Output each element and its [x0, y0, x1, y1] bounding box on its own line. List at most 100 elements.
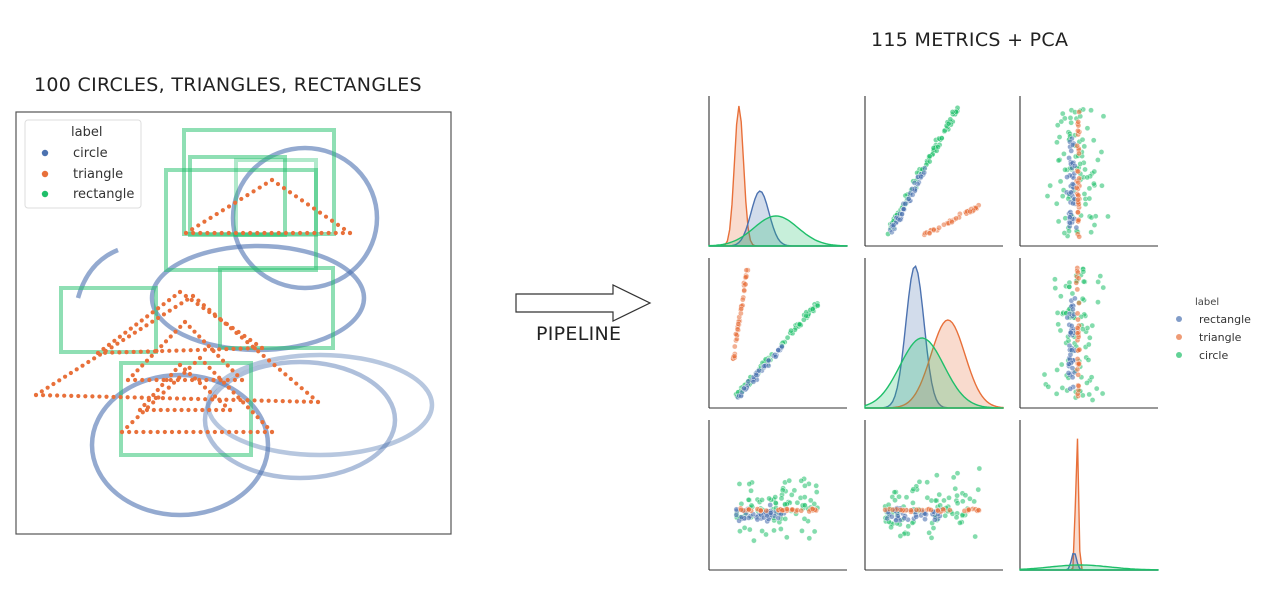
rectangle-point: [738, 514, 745, 521]
circle-point: [1093, 385, 1100, 392]
triangle-dot: [177, 429, 182, 435]
triangle-dot: [203, 397, 208, 402]
circle-point: [786, 477, 793, 484]
triangle-dot: [191, 429, 196, 435]
rectangle-point: [745, 515, 752, 521]
triangle-dot: [225, 363, 230, 368]
circle-point: [1052, 285, 1059, 291]
rectangle-point: [918, 173, 924, 180]
triangle-dot: [181, 396, 187, 401]
circle-point: [959, 498, 966, 505]
circle-point: [811, 501, 818, 507]
triangle-dot: [172, 407, 177, 413]
triangle-dot: [254, 341, 259, 347]
triangle-dot: [265, 424, 270, 430]
circle-point: [746, 481, 753, 487]
legend-triangle-marker: [1176, 334, 1182, 340]
rectangle-point: [900, 206, 907, 212]
triangle-dot: [218, 377, 223, 383]
triangle-point: [967, 208, 973, 215]
triangle-dot: [205, 429, 210, 435]
triangle-point: [763, 507, 770, 514]
circle-point: [1089, 322, 1096, 329]
triangle-dot: [211, 377, 216, 383]
triangle-dot: [163, 339, 169, 344]
circle-point: [772, 500, 779, 506]
triangle-dot: [301, 399, 306, 404]
triangle-dot: [134, 322, 139, 327]
circle-point: [1084, 174, 1091, 181]
triangle-dot: [197, 355, 203, 361]
triangle-dot: [57, 378, 62, 383]
rectangle-point: [756, 367, 763, 374]
triangle-dot: [80, 363, 85, 368]
circle-point: [903, 494, 910, 501]
rectangle-point: [1068, 189, 1074, 196]
triangle-dot: [48, 393, 53, 398]
triangle-dot: [248, 230, 253, 236]
circle-point: [1044, 193, 1051, 199]
triangle-dot: [151, 407, 156, 413]
triangle-dot: [33, 392, 39, 398]
circle-point: [928, 535, 935, 541]
triangle-dot: [311, 206, 317, 211]
rectangle-point: [745, 378, 752, 385]
triangle-dot: [95, 350, 101, 356]
rectangle-point: [775, 347, 782, 353]
rectangle-point: [932, 517, 938, 523]
triangle-dot: [287, 190, 293, 195]
triangle-point: [738, 305, 745, 312]
triangle-dot: [162, 429, 167, 435]
right-legend-item-circle: circle: [1199, 349, 1228, 362]
triangle-dot: [211, 348, 216, 354]
triangle-dot: [171, 380, 177, 385]
triangle-dot: [134, 429, 139, 435]
triangle-dot: [287, 399, 292, 404]
triangle-dot: [191, 230, 196, 236]
triangle-dot: [92, 356, 97, 361]
triangle-dot: [117, 350, 122, 355]
left-panel-title: 100 CIRCLES, TRIANGLES, RECTANGLES: [34, 74, 422, 96]
triangle-point: [757, 507, 764, 514]
circle-point: [954, 492, 960, 499]
circle-point: [1079, 295, 1086, 302]
triangle-dot: [177, 289, 183, 295]
circle-point: [1047, 182, 1053, 189]
right-legend: label rectangle triangle circle: [1176, 297, 1251, 362]
circle-point: [1086, 185, 1093, 192]
triangle-point: [908, 507, 914, 514]
triangle-dot: [130, 420, 135, 425]
triangle-dot: [101, 346, 106, 352]
triangle-dot: [214, 407, 219, 413]
triangle-dot: [269, 429, 275, 435]
triangle-point: [928, 507, 934, 513]
triangle-point: [1074, 366, 1081, 373]
triangle-dot: [275, 181, 281, 187]
triangle-shapes: [33, 177, 353, 435]
circle-point: [1069, 290, 1076, 297]
triangle-dot: [326, 230, 331, 236]
triangle-dot: [132, 330, 137, 335]
circle-point: [1095, 299, 1101, 305]
circle-point: [1086, 195, 1093, 202]
circle-point: [802, 502, 808, 509]
circle-point: [736, 481, 743, 487]
circle-point: [924, 494, 931, 501]
triangle-point: [1076, 233, 1082, 240]
legend-triangle-marker: [41, 170, 49, 178]
triangle-point: [1076, 300, 1082, 306]
triangle-dot: [55, 393, 60, 398]
rectangle-shape: [182, 128, 336, 236]
rectangle-point: [899, 211, 905, 217]
circle-point: [1059, 110, 1066, 117]
triangle-point: [1075, 316, 1081, 323]
triangle-dot: [299, 198, 305, 203]
triangle-point: [1075, 192, 1082, 199]
triangle-dot: [220, 407, 226, 413]
circle-point: [891, 489, 898, 495]
triangle-point: [1075, 209, 1081, 216]
triangle-dot: [347, 230, 353, 236]
rectangle-point: [911, 180, 918, 186]
triangle-dot: [132, 395, 137, 400]
triangle-dot: [290, 230, 296, 236]
